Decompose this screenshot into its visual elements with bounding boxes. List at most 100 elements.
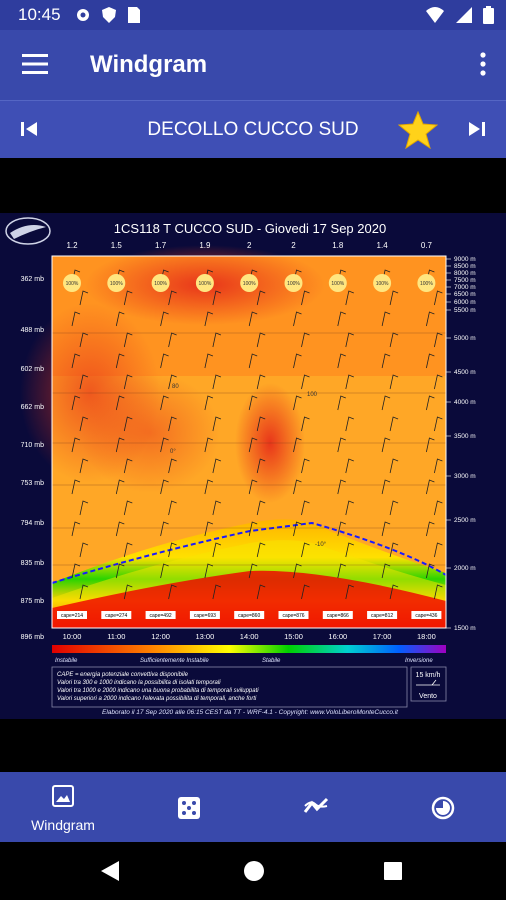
nav-windgram[interactable]: Windgram (3, 772, 123, 842)
wind-barb (160, 479, 169, 495)
home-icon[interactable] (243, 860, 265, 882)
wind-barb (381, 311, 391, 327)
percent-marker (240, 274, 259, 292)
top-value: 2 (247, 241, 252, 250)
wind-barb (123, 584, 133, 600)
wind-barb (426, 311, 435, 327)
wind-barb (301, 416, 310, 432)
nav-timer[interactable] (383, 772, 503, 842)
timer-icon (431, 796, 455, 820)
wind-barb (160, 311, 169, 327)
wind-barb (248, 311, 258, 327)
wind-barb (79, 500, 89, 516)
wind-barb (204, 479, 214, 495)
plot-area (20, 245, 447, 629)
wind-barb (345, 500, 354, 516)
stability-scale-bar (52, 645, 446, 653)
percent-marker (195, 274, 214, 292)
system-navigation (0, 842, 506, 900)
status-left-icons (74, 6, 142, 24)
wind-barb (345, 416, 354, 432)
wind-barb (256, 332, 266, 348)
wind-barb (381, 437, 391, 453)
wind-barb (123, 374, 133, 390)
wind-barb (115, 311, 125, 327)
more-vert-icon[interactable] (480, 52, 486, 76)
altitude-label: 5500 m (454, 307, 476, 314)
cape-label: cape=492 (150, 613, 172, 619)
percent-label: 100% (110, 281, 123, 287)
top-value: 0.7 (421, 241, 433, 250)
wind-barb (79, 584, 89, 600)
skip-previous-icon[interactable] (20, 120, 38, 138)
cape-labels: cape=214 cape=274 cape=492 cape=693 cape=860… (57, 611, 442, 619)
wind-barb (434, 542, 443, 558)
legend-text: CAPE = energia potenziale convettiva dis… (57, 672, 259, 702)
location-title: DECOLLO CUCCO SUD (147, 119, 359, 140)
wind-barb (389, 332, 399, 348)
nav-trend[interactable] (255, 772, 375, 842)
wind-barb (293, 437, 302, 453)
windgram-chart: 1CS118 T CUCCO SUD - Giovedi 17 Sep 2020… (0, 213, 506, 719)
wind-barb (79, 332, 89, 348)
back-icon[interactable] (100, 860, 120, 882)
cape-box (411, 611, 442, 619)
wind-barb (248, 437, 258, 453)
wind-barb (434, 374, 443, 390)
top-value: 1.8 (332, 241, 344, 250)
percent-marker (328, 274, 347, 292)
legend-line: Valori superiori a 2000 indicano l'eleva… (57, 696, 257, 702)
skip-next-icon[interactable] (468, 120, 486, 138)
wind-barb (168, 374, 177, 390)
altitude-label: 6500 m (454, 291, 476, 298)
nav-dice[interactable] (129, 772, 249, 842)
cape-label: cape=866 (327, 613, 349, 619)
altitude-label: 4000 m (454, 399, 476, 406)
favorite-star-icon[interactable] (398, 111, 438, 149)
wind-barb (79, 416, 89, 432)
cape-box (189, 611, 220, 619)
cape-label: cape=436 (415, 613, 437, 619)
altitude-label: 9000 m (454, 256, 476, 263)
wind-barb (71, 437, 81, 453)
wind-barb (345, 542, 354, 558)
legend-line: CAPE = energia potenziale convettiva dis… (57, 672, 189, 678)
menu-icon[interactable] (22, 54, 48, 74)
windgram-viewer[interactable]: 1CS118 T CUCCO SUD - Giovedi 17 Sep 2020… (0, 158, 506, 772)
wind-barb (212, 542, 222, 558)
wind-barb (248, 479, 258, 495)
wind-barb (160, 521, 169, 537)
cape-label: cape=812 (371, 613, 393, 619)
top-value: 2 (291, 241, 296, 250)
wind-barb (345, 374, 354, 390)
app-bar: Windgram (0, 30, 506, 100)
trend-icon (303, 797, 329, 813)
altitude-label: 8500 m (454, 263, 476, 270)
wind-barb (256, 542, 266, 558)
recents-icon[interactable] (383, 861, 403, 881)
app-title: Windgram (90, 51, 208, 78)
wind-barb (212, 500, 222, 516)
wind-barb (345, 332, 354, 348)
wind-barb (79, 458, 89, 474)
percent-labels: 100% 100% 100% 100% 100% 100% 100% 100% 100% (63, 274, 436, 292)
location-bar: DECOLLO CUCCO SUD (0, 100, 506, 159)
cape-box (278, 611, 309, 619)
wind-barb (301, 332, 310, 348)
wind-barb (71, 563, 81, 579)
wind-barb (301, 374, 310, 390)
wind-barb (434, 458, 443, 474)
wind-barb (168, 332, 177, 348)
wind-barb (168, 542, 177, 558)
time-label: 17:00 (373, 632, 392, 641)
image-icon (52, 785, 74, 807)
wind-box (410, 666, 447, 702)
chart-logo (5, 217, 51, 245)
wind-barb (337, 563, 346, 579)
wind-barb (160, 395, 169, 411)
shield-icon (102, 7, 116, 23)
wind-barb (168, 290, 177, 306)
scale-label: Inversione (405, 658, 433, 664)
wind-barb (212, 416, 222, 432)
wind-barb (248, 563, 258, 579)
